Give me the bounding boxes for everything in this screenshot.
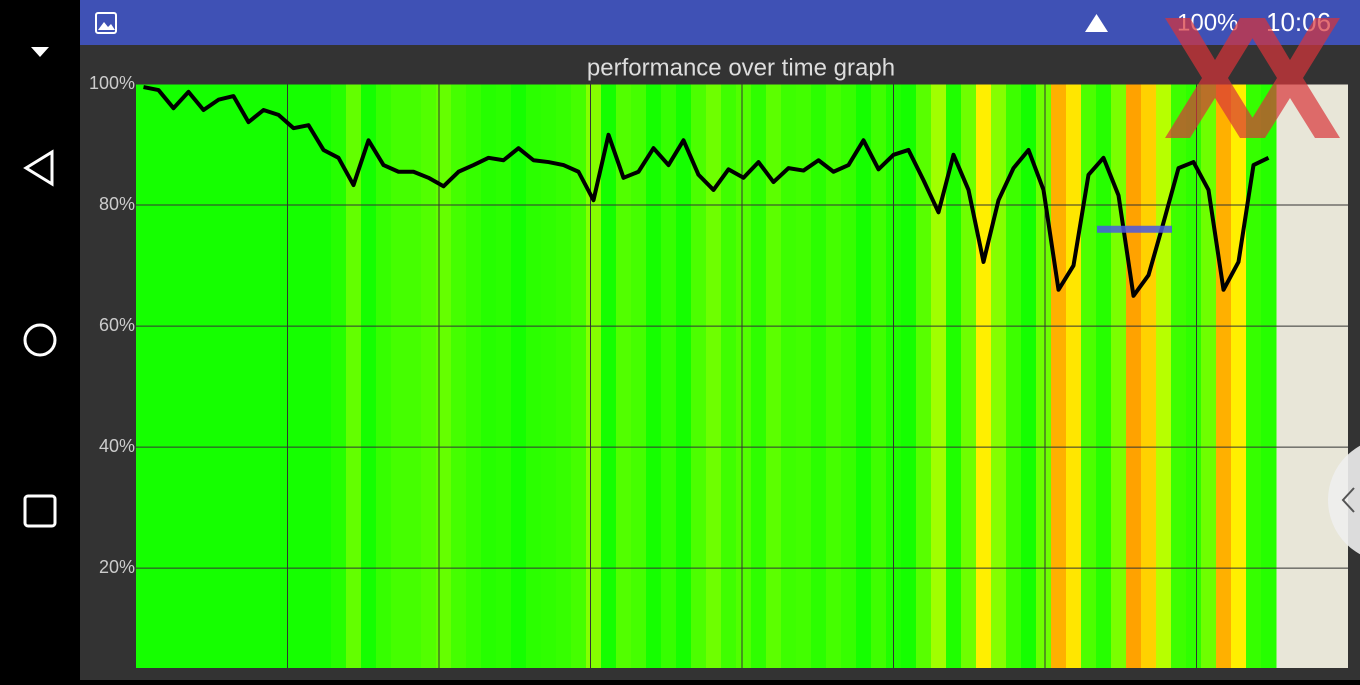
heat-column (646, 84, 662, 668)
heat-column (571, 84, 587, 668)
heat-column (601, 84, 617, 668)
nav-home-button[interactable] (23, 323, 57, 357)
heat-column (346, 84, 362, 668)
nav-bar (0, 0, 80, 680)
y-tick-label: 100% (89, 73, 135, 93)
heat-column (1261, 84, 1277, 668)
heat-column (166, 84, 182, 668)
heat-column (181, 84, 197, 668)
heat-column (691, 84, 707, 668)
heat-column (406, 84, 422, 668)
heat-column (1066, 84, 1082, 668)
heat-column (901, 84, 917, 668)
nav-back-button[interactable] (23, 149, 54, 187)
heat-column (361, 84, 377, 668)
heat-column (271, 84, 287, 668)
grid (136, 83, 1348, 668)
heat-column (1231, 84, 1247, 668)
y-tick-label: 80% (99, 194, 135, 214)
heat-column (1081, 84, 1097, 668)
heat-column (1021, 84, 1037, 668)
heat-column (736, 84, 752, 668)
heat-column (481, 84, 497, 668)
heat-column (421, 84, 437, 668)
heat-column (661, 84, 677, 668)
heat-column (226, 84, 242, 668)
y-tick-label: 20% (99, 557, 135, 577)
edge-panel-arrow (1341, 487, 1355, 513)
gallery-icon (95, 12, 117, 34)
heat-column (151, 84, 167, 668)
heat-column (841, 84, 857, 668)
heat-column (676, 84, 692, 668)
heat-column (376, 84, 392, 668)
nav-down-button[interactable] (31, 47, 49, 57)
heat-column (301, 84, 317, 668)
watermark (1165, 18, 1340, 138)
heat-column (1141, 84, 1157, 668)
heat-column (1006, 84, 1022, 668)
heat-column (766, 84, 782, 668)
heat-column (1126, 84, 1142, 668)
heat-column (511, 84, 527, 668)
heat-column (241, 84, 257, 668)
heat-column (1216, 84, 1232, 668)
heat-column (1171, 84, 1187, 668)
heat-column (436, 84, 452, 668)
heat-column (256, 84, 272, 668)
heat-column (1051, 84, 1067, 668)
performance-line (143, 85, 1270, 298)
heat-column (316, 84, 332, 668)
heat-column (961, 84, 977, 668)
heat-column (466, 84, 482, 668)
heat-column (796, 84, 812, 668)
heat-column (496, 84, 512, 668)
heat-column (631, 84, 647, 668)
heat-column (391, 84, 407, 668)
heat-column (556, 84, 572, 668)
heat-column (826, 84, 842, 668)
status-bar (80, 0, 1360, 45)
heat-column (946, 84, 962, 668)
y-tick-label: 60% (99, 315, 135, 335)
heat-column (706, 84, 722, 668)
heat-column (811, 84, 827, 668)
heat-column (616, 84, 632, 668)
heat-column (1246, 84, 1262, 668)
heat-column (931, 84, 947, 668)
nav-recents-button[interactable] (23, 494, 57, 528)
wifi-icon (1085, 14, 1108, 32)
heat-column (1201, 84, 1217, 668)
heat-column (991, 84, 1007, 668)
heat-column (196, 84, 212, 668)
heat-columns (136, 84, 1277, 668)
heat-column (451, 84, 467, 668)
heat-column (856, 84, 872, 668)
chart-title: performance over time graph (587, 54, 895, 81)
heat-column (916, 84, 932, 668)
heat-column (721, 84, 737, 668)
heat-column (136, 84, 152, 668)
foreground: 20% 40% 60% 80% 100% (89, 73, 1270, 577)
heat-column (781, 84, 797, 668)
heat-column (1111, 84, 1127, 668)
heat-column (586, 84, 602, 668)
heat-column (526, 84, 542, 668)
heat-column (976, 84, 992, 668)
heat-column (751, 84, 767, 668)
heat-column (211, 84, 227, 668)
heat-column (1186, 84, 1202, 668)
heat-column (286, 84, 302, 668)
gallery-icon-shape (98, 22, 115, 30)
heat-column (1156, 84, 1172, 668)
heat-column (871, 84, 887, 668)
heat-column (331, 84, 347, 668)
y-tick-label: 40% (99, 436, 135, 456)
heat-column (541, 84, 557, 668)
